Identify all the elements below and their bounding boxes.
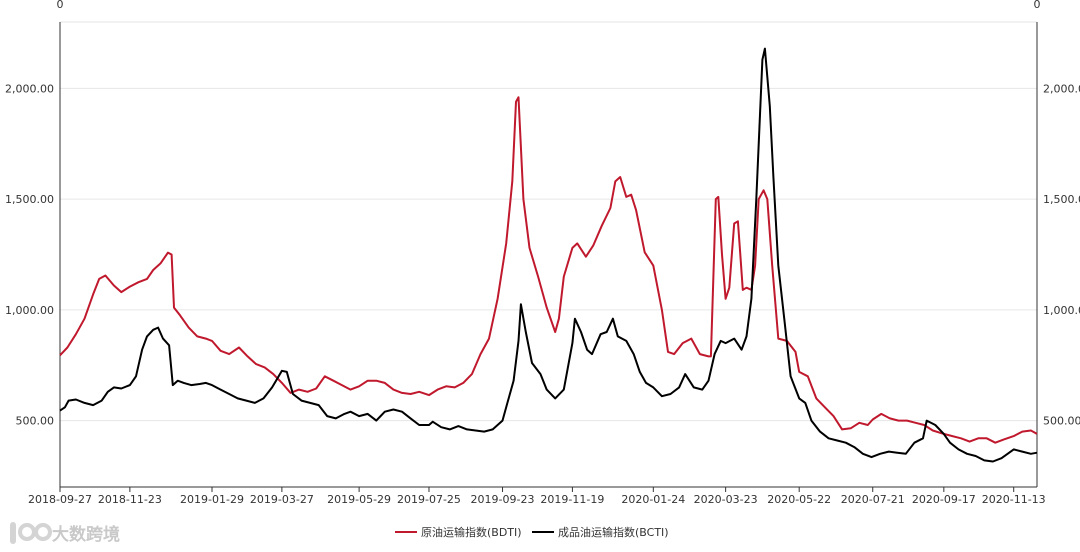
y-tick-label-left: 1,000.00 [5,304,54,317]
legend-label[interactable]: 原油运输指数(BDTI) [421,525,522,539]
series-line-bcti [59,47,1038,463]
grid [60,21,1037,422]
axes: 500.00 500.00 1,000.00 1,000.00 1,500.00 1,50… [5,22,1080,506]
watermark: 大数跨境 [10,522,120,545]
x-tick-label: 2019-11-19 [540,493,604,506]
x-tick-label: 2019-05-29 [327,493,391,506]
top-right-label: 0 [1034,0,1041,11]
y-tick-label-left: 1,500.00 [5,193,54,206]
x-tick-label: 2018-09-27 [28,493,92,506]
x-tick-label: 2020-07-21 [841,493,905,506]
series-group [59,47,1038,463]
x-tick-label: 2020-01-24 [621,493,685,506]
y-tick-label-right: 2,000.00 [1043,82,1080,95]
x-tick-label: 2020-05-22 [767,493,831,506]
x-tick-label: 2019-01-29 [180,493,244,506]
x-tick-label: 2018-11-23 [98,493,162,506]
legend[interactable]: 原油运输指数(BDTI) 成品油运输指数(BCTI) [395,525,669,539]
y-tick-label-right: 1,000.00 [1043,304,1080,317]
x-tick-label: 2019-07-25 [397,493,461,506]
series-line-bdti [59,96,1038,444]
y-tick-label-right: 500.00 [1043,415,1080,428]
x-tick-label: 2020-03-23 [694,493,758,506]
x-tick-label: 2020-09-17 [912,493,976,506]
y-tick-label-left: 2,000.00 [5,82,54,95]
x-tick-label: 2019-03-27 [250,493,314,506]
brand-logo-icon [10,522,52,544]
y-tick-label-right: 1,500.00 [1043,193,1080,206]
x-tick-label: 2019-09-23 [471,493,535,506]
legend-label[interactable]: 成品油运输指数(BCTI) [558,525,669,539]
top-left-label: 0 [57,0,64,11]
y-tick-label-left: 500.00 [16,415,55,428]
x-tick-label: 2020-11-13 [982,493,1046,506]
watermark-text: 大数跨境 [52,524,120,545]
